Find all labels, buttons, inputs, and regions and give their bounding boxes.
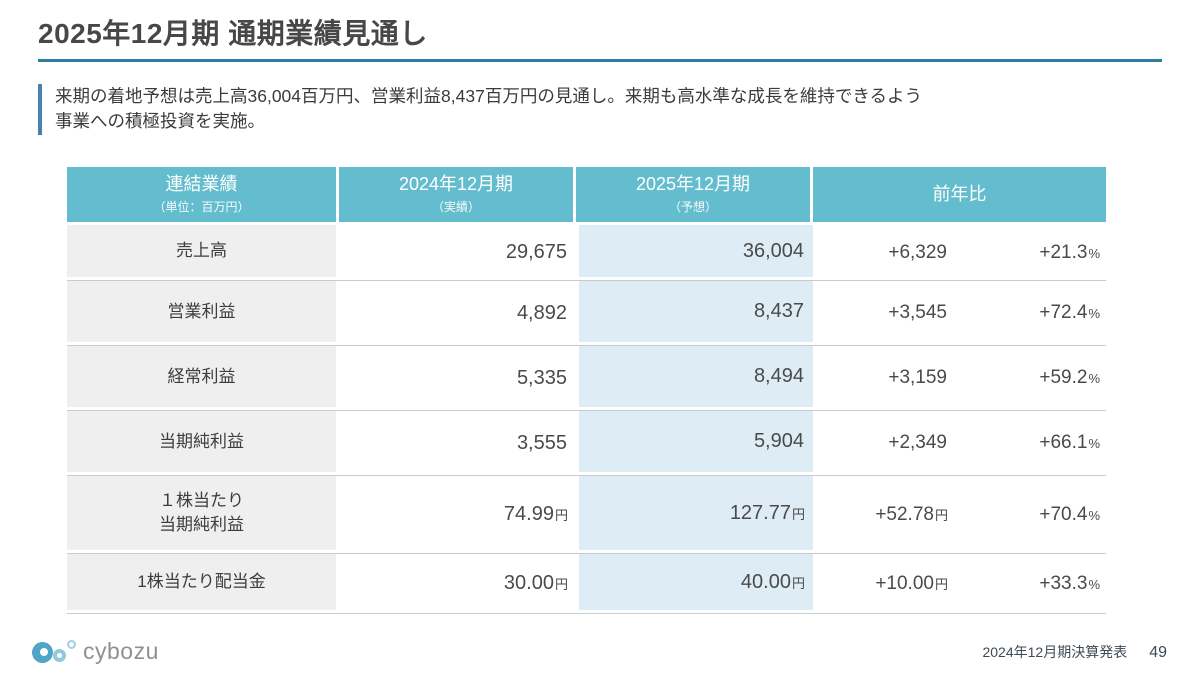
fy2025-value-cell: 8,437 — [576, 281, 813, 345]
fy2025-value-cell: 5,904 — [576, 411, 813, 475]
fy2024-value-cell: 3,555 — [516, 431, 567, 454]
header-col-consolidated: 連結業績 （単位：百万円） — [67, 167, 339, 222]
table-row: 営業利益 4,892 8,437 +3,545 +72.4% — [67, 281, 1106, 346]
fy2025-value-cell: 127.77円 — [576, 476, 813, 553]
row-label-cell: 当期純利益 — [67, 411, 339, 475]
results-table: 連結業績 （単位：百万円） 2024年12月期 （実績） 2025年12月期 （… — [67, 167, 1106, 614]
row-label-cell: 売上高 — [67, 225, 339, 280]
cybozu-logo: cybozu — [32, 637, 159, 665]
fy2025-value-cell: 40.00円 — [576, 554, 813, 613]
lead-accent-bar — [38, 84, 42, 135]
footer-right: 2024年12月期決算発表 49 — [982, 642, 1167, 662]
page-title: 2025年12月期 通期業績見通し — [38, 18, 428, 49]
lead-block: 来期の着地予想は売上高36,004百万円、営業利益8,437百万円の見通し。来期… — [38, 84, 922, 135]
yoy-percent-cell: +21.3% — [1039, 241, 1100, 263]
fy2024-value-cell: 74.99円 — [503, 503, 568, 525]
fy2024-value-cell: 4,892 — [516, 301, 567, 324]
row-label-cell: １株当たり 当期純利益 — [67, 476, 339, 553]
logo-circle-ring-icon — [67, 640, 76, 649]
yoy-diff-cell: +2,349 — [888, 432, 947, 453]
header-title: 2024年12月期 — [398, 174, 514, 195]
yoy-diff-cell: +52.78円 — [875, 503, 948, 525]
deck-label: 2024年12月期決算発表 — [982, 644, 1128, 660]
logo-circle-large-icon — [32, 642, 53, 663]
yoy-diff-cell: +3,159 — [888, 367, 947, 388]
table-row: 売上高 29,675 36,004 +6,329 +21.3% — [67, 225, 1106, 281]
header-col-fy2024: 2024年12月期 （実績） — [339, 167, 576, 222]
yoy-percent-cell: +59.2% — [1039, 367, 1100, 388]
header-subtitle: （実績） — [431, 199, 480, 214]
header-subtitle: （単位：百万円） — [153, 199, 250, 214]
yoy-percent-cell: +72.4% — [1039, 302, 1100, 323]
page-number: 49 — [1149, 644, 1167, 661]
table-header: 連結業績 （単位：百万円） 2024年12月期 （実績） 2025年12月期 （… — [67, 167, 1106, 225]
yoy-diff-cell: +10.00円 — [875, 572, 948, 594]
fy2024-value-cell: 5,335 — [516, 366, 567, 389]
table-row: 1株当たり配当金 30.00円 40.00円 +10.00円 +33.3% — [67, 554, 1106, 614]
table-row: 当期純利益 3,555 5,904 +2,349 +66.1% — [67, 411, 1106, 476]
header-subtitle: （予想） — [668, 199, 717, 214]
fy2024-value-cell: 29,675 — [505, 241, 567, 263]
yoy-diff-cell: +6,329 — [888, 241, 947, 263]
yoy-percent-cell: +33.3% — [1039, 572, 1100, 594]
yoy-percent-cell: +66.1% — [1039, 432, 1100, 453]
fy2025-value-cell: 8,494 — [576, 346, 813, 410]
row-label-cell: 営業利益 — [67, 281, 339, 345]
logo-circle-medium-icon — [53, 649, 66, 662]
header-col-yoy: 前年比 — [813, 167, 1106, 222]
logo-wordmark: cybozu — [83, 638, 159, 664]
header-title: 2025年12月期 — [635, 174, 751, 195]
header-col-fy2025: 2025年12月期 （予想） — [576, 167, 813, 222]
header-title: 前年比 — [932, 184, 987, 205]
table-row: 経常利益 5,335 8,494 +3,159 +59.2% — [67, 346, 1106, 411]
fy2024-value-cell: 30.00円 — [503, 572, 568, 594]
header-title: 連結業績 — [165, 174, 238, 195]
table-body: 売上高 29,675 36,004 +6,329 +21.3% 営業利益 4,8… — [67, 225, 1106, 614]
yoy-percent-cell: +70.4% — [1039, 503, 1100, 525]
fy2025-value-cell: 36,004 — [576, 225, 813, 280]
row-label-cell: 1株当たり配当金 — [67, 554, 339, 613]
title-underline — [38, 59, 1162, 62]
row-label-cell: 経常利益 — [67, 346, 339, 410]
table-row: １株当たり 当期純利益 74.99円 127.77円 +52.78円 +70.4… — [67, 476, 1106, 554]
lead-text: 来期の着地予想は売上高36,004百万円、営業利益8,437百万円の見通し。来期… — [55, 86, 922, 132]
yoy-diff-cell: +3,545 — [888, 302, 947, 323]
